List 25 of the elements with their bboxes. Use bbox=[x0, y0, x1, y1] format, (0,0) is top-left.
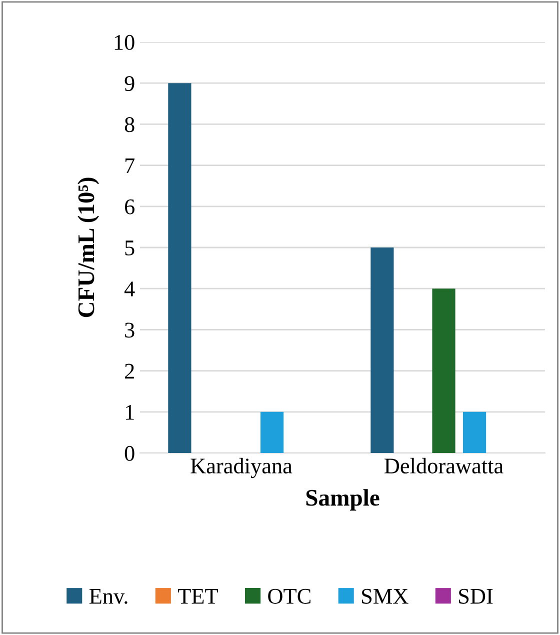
bar bbox=[370, 248, 394, 453]
x-tick-label: Karadiyana bbox=[190, 458, 292, 478]
y-tick-label: 3 bbox=[125, 322, 134, 338]
y-tick-label: 10 bbox=[114, 34, 134, 50]
legend-label: SMX bbox=[362, 588, 408, 604]
y-axis-title: CFU/mL (10⁵) bbox=[78, 178, 100, 318]
bar bbox=[260, 412, 284, 453]
y-tick-label: 6 bbox=[124, 199, 134, 214]
y-tick-label: 8 bbox=[124, 117, 134, 132]
y-tick-label: 4 bbox=[124, 282, 135, 296]
bar bbox=[432, 288, 456, 453]
bar bbox=[462, 412, 486, 453]
x-tick-label: Deldorawatta bbox=[384, 458, 504, 474]
legend-label: OTC bbox=[268, 588, 310, 604]
y-tick-label: 9 bbox=[124, 76, 134, 92]
y-tick-label: 2 bbox=[125, 364, 134, 379]
bar bbox=[168, 83, 192, 453]
y-tick-label: 7 bbox=[125, 158, 134, 174]
legend-label: SDI bbox=[459, 588, 493, 604]
legend-label: TET bbox=[178, 589, 218, 604]
legend-label: Env. bbox=[89, 589, 128, 604]
y-tick-label: 1 bbox=[126, 404, 134, 420]
y-tick-label: 5 bbox=[125, 240, 134, 256]
x-axis-title: Sample bbox=[306, 489, 380, 511]
y-tick-label: 0 bbox=[124, 446, 134, 461]
